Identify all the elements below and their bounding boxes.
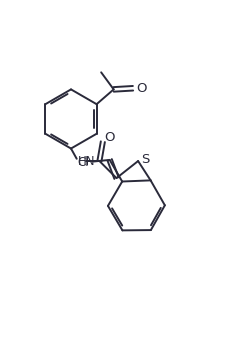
Text: HN: HN bbox=[78, 154, 95, 168]
Text: Cl: Cl bbox=[78, 156, 89, 169]
Text: O: O bbox=[105, 131, 115, 144]
Text: O: O bbox=[136, 82, 147, 95]
Text: S: S bbox=[141, 153, 149, 166]
